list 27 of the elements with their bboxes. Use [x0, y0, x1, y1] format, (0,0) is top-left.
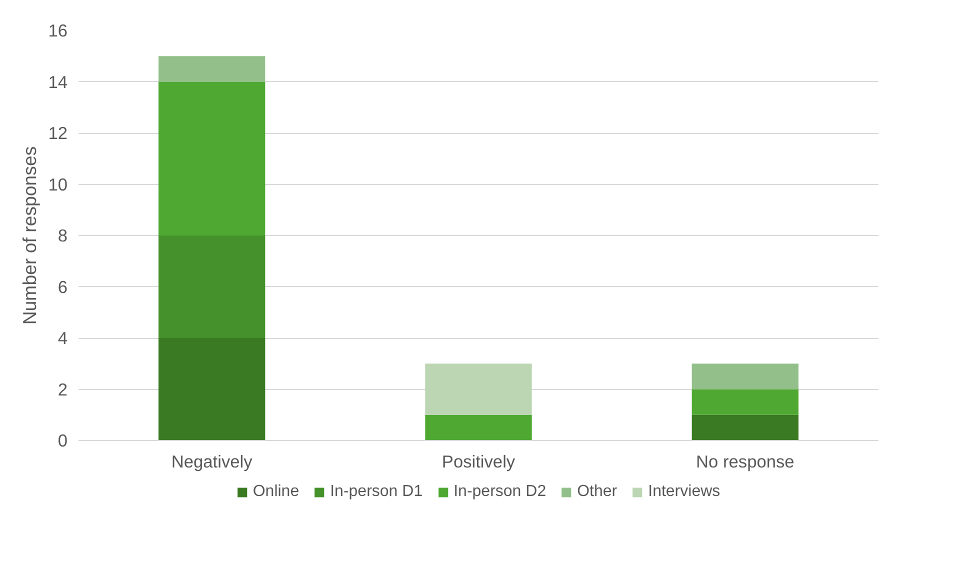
bar	[158, 82, 266, 236]
bar	[692, 364, 798, 390]
y-tick-label: 4	[58, 328, 68, 348]
y-tick-label: 14	[48, 72, 68, 92]
bar	[158, 236, 266, 338]
bar	[692, 389, 798, 415]
y-tick-label: 8	[58, 226, 68, 246]
bar	[425, 364, 532, 415]
y-tick-label: 10	[48, 174, 68, 194]
y-tick-label: 0	[58, 430, 68, 450]
legend-label: In-person D2	[454, 483, 546, 501]
legend-label: Other	[577, 483, 618, 501]
x-tick-label: No response	[696, 452, 794, 472]
y-tick-label: 12	[48, 123, 68, 143]
legend-label: Interviews	[648, 483, 720, 501]
y-tick-label: 2	[58, 379, 68, 400]
bar	[425, 414, 532, 440]
bar	[158, 338, 266, 440]
x-tick-label: Positively	[442, 452, 516, 472]
bar	[692, 414, 798, 440]
x-tick-label: Negatively	[171, 452, 253, 472]
legend-label: Online	[252, 483, 300, 501]
bar	[158, 56, 266, 82]
y-axis-title: Number of responses	[19, 146, 40, 325]
legend-label: In-person D1	[330, 483, 423, 501]
y-tick-label: 6	[58, 276, 68, 297]
y-tick-label: 16	[48, 20, 68, 40]
